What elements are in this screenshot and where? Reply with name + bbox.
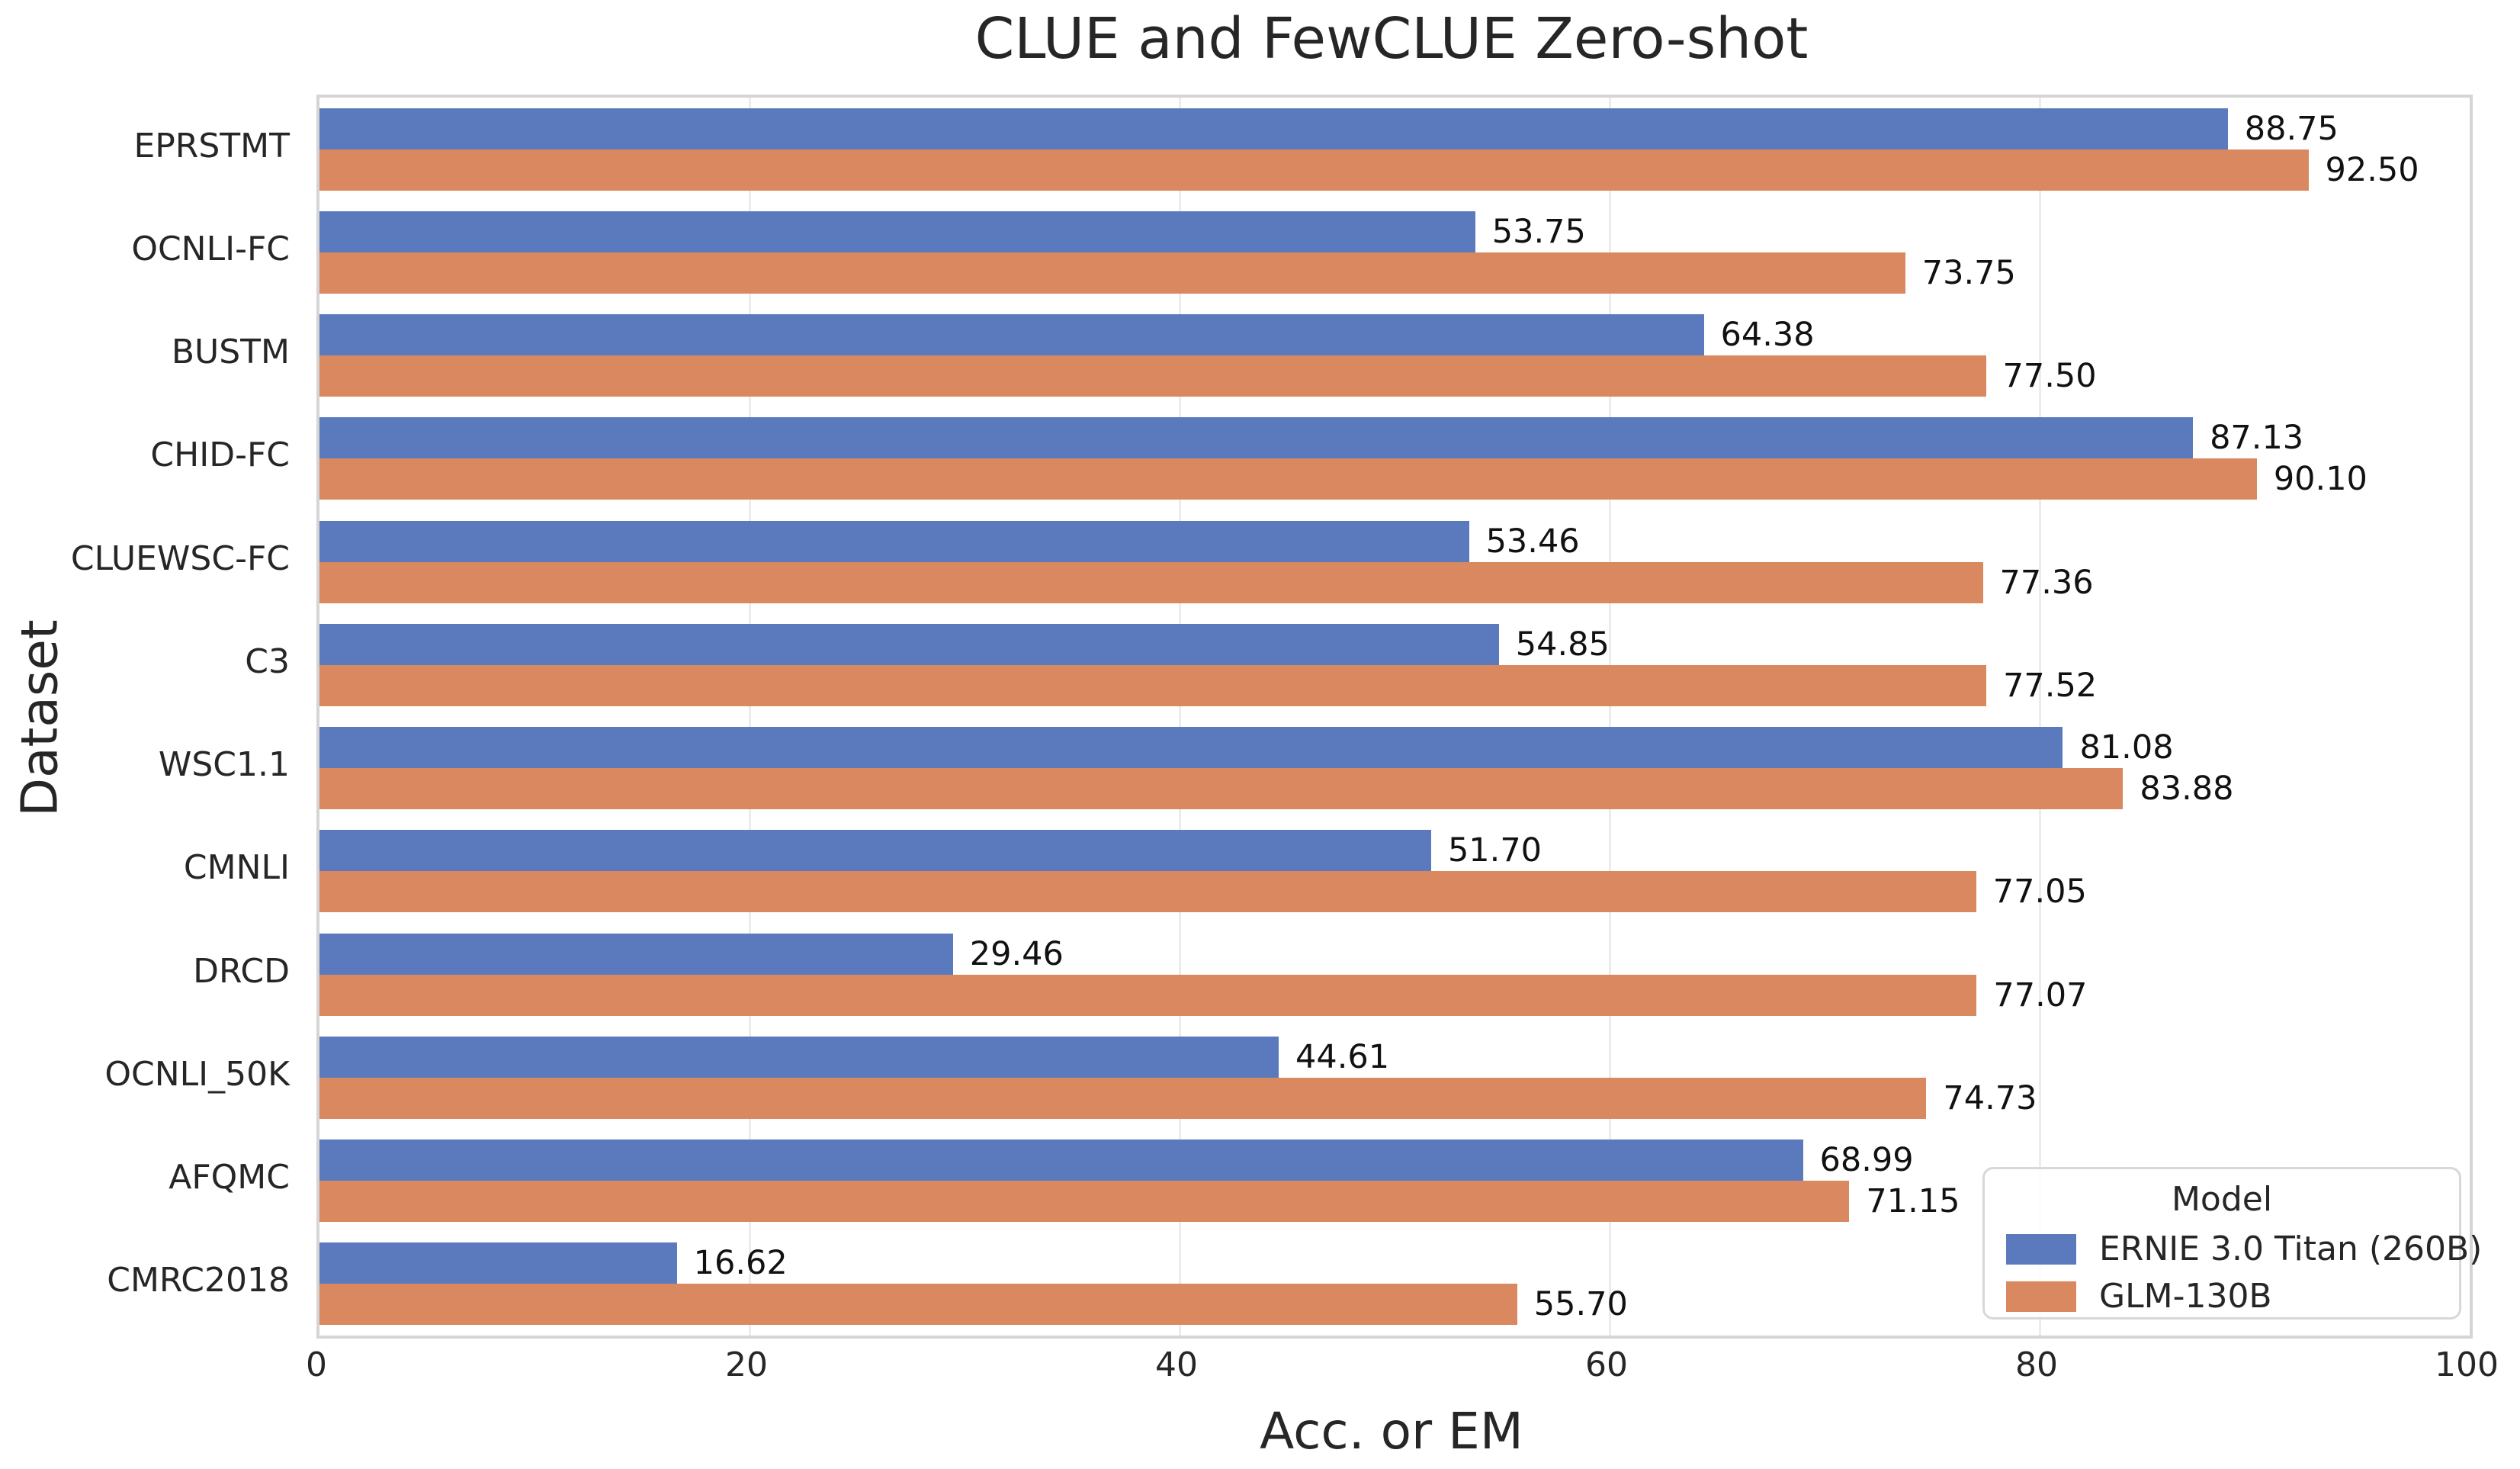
bar-value-CHID-FC-series-1: 90.10 — [2273, 460, 2368, 499]
bar-value-CLUEWSC-FC-series-0: 53.46 — [1485, 522, 1580, 561]
bar-CLUEWSC-FC-series-1 — [319, 561, 1983, 603]
bar-value-EPRSTMT-series-1: 92.50 — [2325, 150, 2419, 189]
gridline-x-40 — [1179, 98, 1181, 1336]
bar-CMRC2018-series-0 — [319, 1242, 677, 1284]
chart-title: CLUE and FewCLUE Zero-shot — [974, 6, 1809, 72]
y-tick-label-WSC1.1: WSC1.1 — [158, 745, 290, 785]
bar-AFQMC-series-0 — [319, 1140, 1803, 1181]
bar-C3-series-1 — [319, 664, 1987, 706]
legend-entry-1: GLM-130B — [2006, 1280, 2459, 1313]
bar-EPRSTMT-series-0 — [319, 108, 2228, 149]
y-axis-label: Dataset — [10, 619, 69, 817]
bar-DRCD-series-0 — [319, 933, 953, 975]
bar-value-OCNLI_50K-series-0: 44.61 — [1295, 1037, 1390, 1076]
x-tick-label-0: 0 — [306, 1345, 327, 1384]
gridline-x-20 — [749, 98, 751, 1336]
legend: Model ERNIE 3.0 Titan (260B) GLM-130B — [1982, 1167, 2482, 1320]
bar-value-BUSTM-series-1: 77.50 — [2002, 357, 2097, 396]
bar-value-DRCD-series-0: 29.46 — [969, 934, 1064, 973]
y-tick-label-AFQMC: AFQMC — [169, 1158, 290, 1197]
bar-value-AFQMC-series-0: 68.99 — [1819, 1141, 1914, 1180]
bar-CHID-FC-series-1 — [319, 458, 2257, 500]
bar-value-OCNLI-FC-series-1: 73.75 — [1921, 253, 2016, 292]
x-tick-label-80: 80 — [2015, 1345, 2058, 1384]
y-tick-label-CMRC2018: CMRC2018 — [107, 1261, 290, 1300]
bar-value-DRCD-series-1: 77.07 — [1993, 976, 2088, 1014]
bar-BUSTM-series-0 — [319, 314, 1704, 356]
y-tick-label-CLUEWSC-FC: CLUEWSC-FC — [70, 538, 290, 578]
y-tick-label-CMNLI: CMNLI — [183, 848, 290, 888]
bar-value-C3-series-0: 54.85 — [1515, 625, 1610, 664]
x-tick-label-60: 60 — [1585, 1345, 1628, 1384]
bar-value-OCNLI_50K-series-1: 74.73 — [1943, 1078, 2037, 1117]
x-tick-label-40: 40 — [1155, 1345, 1198, 1384]
x-tick-label-100: 100 — [2435, 1345, 2499, 1384]
y-tick-label-OCNLI_50K: OCNLI_50K — [104, 1054, 290, 1094]
bar-AFQMC-series-1 — [319, 1181, 1850, 1223]
bar-value-EPRSTMT-series-0: 88.75 — [2244, 109, 2339, 148]
plot-area: 88.75 92.50 53.75 73.75 64.38 77.50 87.13 90.10… — [316, 95, 2473, 1339]
bar-C3-series-0 — [319, 623, 1499, 665]
bar-OCNLI_50K-series-1 — [319, 1077, 1927, 1119]
bar-OCNLI-FC-series-1 — [319, 252, 1905, 294]
bar-CLUEWSC-FC-series-0 — [319, 520, 1469, 562]
bar-value-WSC1.1-series-1: 83.88 — [2140, 770, 2234, 808]
legend-label-1: GLM-130B — [2099, 1277, 2272, 1316]
bar-WSC1.1-series-0 — [319, 727, 2063, 769]
x-axis-label: Acc. or EM — [1260, 1402, 1523, 1461]
y-tick-label-CHID-FC: CHID-FC — [150, 436, 290, 475]
legend-entry-0: ERNIE 3.0 Titan (260B) — [2006, 1233, 2482, 1266]
bar-value-BUSTM-series-0: 64.38 — [1720, 316, 1815, 355]
bar-value-OCNLI-FC-series-0: 53.75 — [1491, 212, 1586, 251]
bar-value-AFQMC-series-1: 71.15 — [1866, 1182, 1960, 1221]
bar-CMNLI-series-0 — [319, 830, 1431, 872]
gridline-x-60 — [1609, 98, 1611, 1336]
bar-DRCD-series-1 — [319, 974, 1977, 1016]
bar-value-CMNLI-series-0: 51.70 — [1447, 831, 1542, 870]
bar-WSC1.1-series-1 — [319, 768, 2124, 810]
bar-value-CLUEWSC-FC-series-1: 77.36 — [1999, 563, 2094, 602]
bar-value-WSC1.1-series-0: 81.08 — [2079, 728, 2174, 767]
legend-label-0: ERNIE 3.0 Titan (260B) — [2099, 1230, 2483, 1268]
bar-value-CHID-FC-series-0: 87.13 — [2210, 419, 2304, 458]
legend-swatch-icon — [2006, 1281, 2076, 1312]
bar-CHID-FC-series-0 — [319, 417, 2194, 459]
gridline-x-80 — [2039, 98, 2041, 1336]
bar-value-CMRC2018-series-0: 16.62 — [693, 1244, 788, 1283]
y-tick-label-BUSTM: BUSTM — [171, 333, 290, 372]
y-tick-label-OCNLI-FC: OCNLI-FC — [131, 229, 290, 268]
y-tick-label-C3: C3 — [245, 641, 290, 681]
bar-OCNLI-FC-series-0 — [319, 211, 1475, 252]
bar-CMRC2018-series-1 — [319, 1284, 1517, 1326]
y-tick-label-DRCD: DRCD — [193, 951, 290, 991]
legend-title: Model — [2171, 1180, 2273, 1219]
bar-value-CMNLI-series-1: 77.05 — [1992, 873, 2087, 911]
bar-BUSTM-series-1 — [319, 355, 1986, 397]
bar-value-C3-series-1: 77.52 — [2003, 666, 2098, 705]
bar-OCNLI_50K-series-0 — [319, 1036, 1279, 1078]
y-tick-label-EPRSTMT: EPRSTMT — [133, 126, 290, 166]
x-tick-label-20: 20 — [725, 1345, 768, 1384]
bar-CMNLI-series-1 — [319, 871, 1976, 913]
bar-value-CMRC2018-series-1: 55.70 — [1533, 1285, 1628, 1324]
legend-swatch-icon — [2006, 1234, 2076, 1265]
bar-EPRSTMT-series-1 — [319, 149, 2309, 191]
